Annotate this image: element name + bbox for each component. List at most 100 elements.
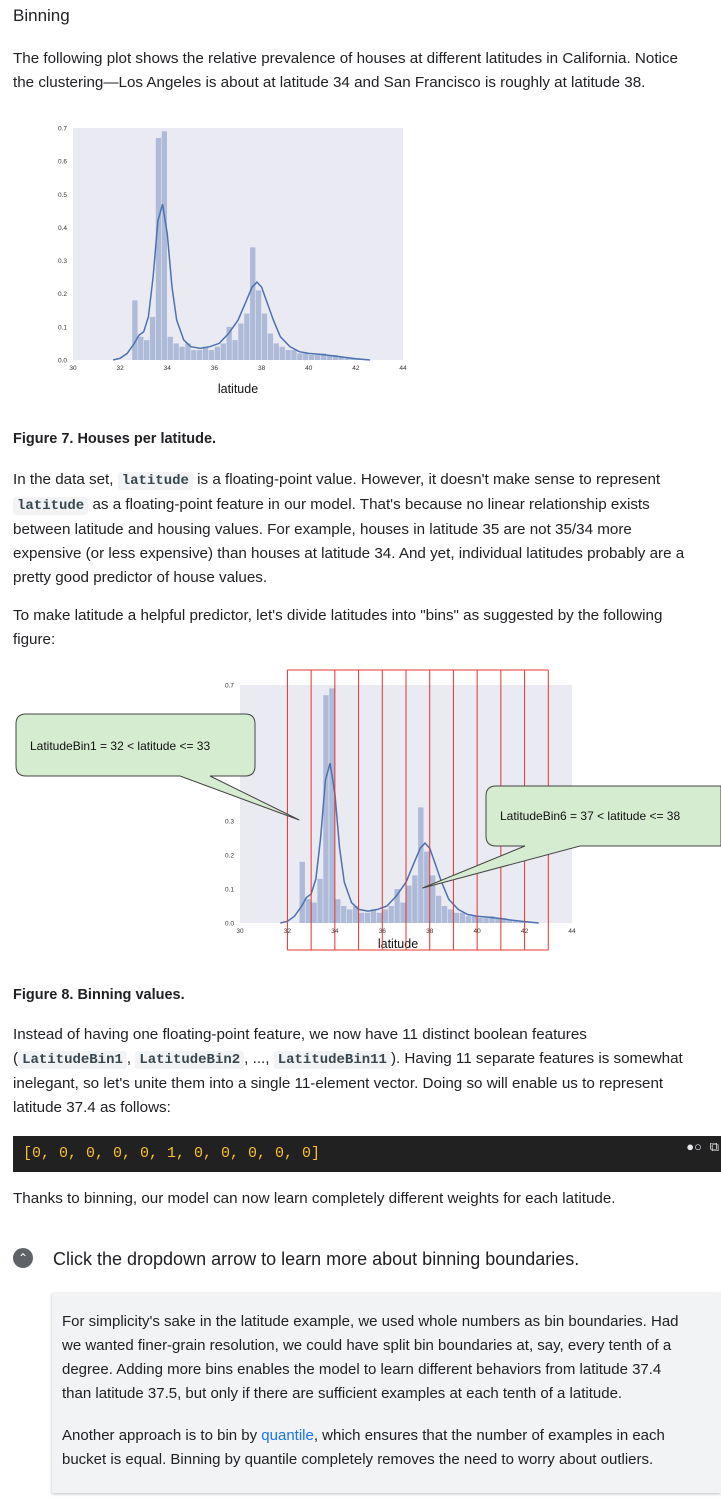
histogram-bar (326, 355, 332, 360)
histogram-bar (261, 313, 268, 360)
histogram-bar (323, 695, 329, 923)
histogram-bar (202, 346, 209, 360)
code-block-text: [0, 0, 0, 0, 0, 1, 0, 0, 0, 0, 0] (23, 1145, 321, 1162)
histogram-bar (394, 889, 400, 923)
histogram-bar (483, 917, 489, 923)
expander-paragraph-1: For simplicity's sake in the latitude ex… (62, 1313, 679, 1402)
chevron-up-icon[interactable]: ⌃ (13, 1248, 33, 1268)
histogram-bar (335, 899, 341, 923)
y-tick-label: 0.0 (58, 358, 67, 365)
callout-bin6 (422, 785, 721, 889)
y-tick-label: 0.3 (58, 258, 67, 265)
histogram-bar (167, 336, 173, 360)
histogram-bar (388, 906, 394, 923)
histogram-bar (317, 878, 323, 923)
histogram-bar (513, 921, 519, 923)
histogram-bar (350, 358, 356, 360)
histogram-bar (406, 885, 412, 923)
copy-icon[interactable]: ⧉ (709, 1140, 719, 1155)
y-tick-label: 0.2 (225, 853, 234, 860)
x-tick-label: 40 (305, 365, 313, 372)
histogram-bar (173, 343, 179, 360)
histogram-bar (376, 912, 382, 923)
histogram-bar (299, 861, 305, 923)
figure8-caption: Figure 8. Binning values. (13, 987, 185, 1003)
histogram-bar (507, 919, 513, 923)
binning-boundaries-expander[interactable]: ⌃ Click the dropdown arrow to learn more… (13, 1246, 713, 1272)
kde-curve-line (280, 763, 539, 924)
histogram-bar (465, 916, 471, 923)
histogram-bar (138, 336, 144, 360)
x-tick-label: 42 (352, 365, 360, 372)
histogram-bar (400, 902, 406, 923)
histogram-bar (338, 356, 344, 360)
histogram-bar (214, 346, 221, 360)
y-tick-label: 0.1 (58, 324, 67, 331)
callout-bin1 (15, 713, 300, 821)
histogram-bar (352, 906, 359, 923)
histogram-bar (341, 906, 347, 923)
expander-content: For simplicity's sake in the latitude ex… (52, 1293, 721, 1493)
histogram-bar (370, 909, 377, 923)
histogram-bar (179, 346, 185, 360)
histogram-bar (297, 353, 303, 360)
x-tick-label: 44 (399, 365, 407, 372)
expander-paragraph-2: Another approach is to bin by quantile, … (62, 1427, 665, 1468)
kde-curve-line (112, 203, 371, 361)
intro-paragraph: The following plot shows the relative pr… (13, 50, 678, 91)
histogram-bar (273, 343, 279, 360)
histogram-bar (149, 316, 156, 360)
histogram-bar (191, 350, 197, 360)
dark-mode-toggle-icon[interactable]: ●○ (686, 1140, 702, 1155)
expander-title[interactable]: Click the dropdown arrow to learn more a… (53, 1249, 580, 1269)
section-title: Binning (13, 6, 70, 25)
latitude-histogram-chart: 30 32 34 36 38 40 42 44 0.0 0.1 0.2 0.3 0.4 0.5 0.6 0.7… (58, 126, 407, 397)
histogram-bar (364, 912, 371, 923)
code-block-icons: ●○ ⧉ (686, 1136, 719, 1160)
histogram-bar (244, 313, 250, 360)
histogram-bar (161, 131, 167, 360)
histogram-bar (279, 346, 285, 360)
histogram-bar (255, 290, 262, 360)
quantile-link[interactable]: quantile (261, 1427, 314, 1444)
y-tick-label: 0.5 (58, 192, 67, 199)
floating-point-paragraph: In the data set, latitude is a floating-… (13, 471, 685, 586)
inline-code-bin2: LatitudeBin2 (135, 1051, 245, 1069)
code-block: [0, 0, 0, 0, 0, 1, 0, 0, 0, 0, 0] ●○ ⧉ (13, 1136, 721, 1172)
histogram-bar (347, 909, 353, 923)
histogram-bar (311, 902, 317, 923)
thanks-paragraph: Thanks to binning, our model can now lea… (13, 1190, 616, 1207)
histogram-bar (430, 875, 436, 923)
histogram-bar (495, 917, 501, 923)
histogram-bar (208, 350, 215, 360)
figure7-caption: Figure 7. Houses per latitude. (13, 431, 217, 447)
x-tick-label: 34 (164, 365, 172, 372)
x-tick-label: 44 (568, 928, 576, 935)
histogram-bar (329, 688, 335, 923)
y-tick-label: 0.4 (58, 225, 67, 232)
histogram-bar (453, 912, 460, 923)
histogram-bar (332, 355, 338, 360)
x-tick-label: 30 (69, 365, 77, 372)
histogram-bar (477, 917, 483, 923)
histogram-bar (441, 906, 448, 923)
y-tick-label: 0.6 (58, 159, 67, 166)
histogram-bar (459, 912, 465, 923)
divide-paragraph: To make latitude a helpful predictor, le… (13, 607, 663, 648)
histogram-bar (314, 355, 321, 360)
binned-latitude-chart: 30323436384042440.00.10.20.30.7latitudeL… (15, 669, 721, 951)
histogram-bar (309, 355, 315, 360)
inline-code-latitude: latitude (117, 472, 193, 490)
histogram-bar (285, 350, 291, 360)
inline-code-latitude: latitude (13, 497, 89, 515)
histogram-bar (185, 343, 191, 360)
histogram-bar (303, 353, 309, 360)
y-tick-label: 0.1 (225, 887, 234, 894)
histogram-bar (471, 916, 477, 923)
histogram-bar (155, 137, 162, 360)
histogram-bar (144, 340, 150, 360)
y-tick-label: 0.0 (225, 921, 234, 928)
histogram-bar (518, 921, 525, 923)
x-tick-label: 32 (117, 365, 125, 372)
callout-bin1-label: LatitudeBin1 = 32 < latitude <= 33 (30, 739, 210, 753)
